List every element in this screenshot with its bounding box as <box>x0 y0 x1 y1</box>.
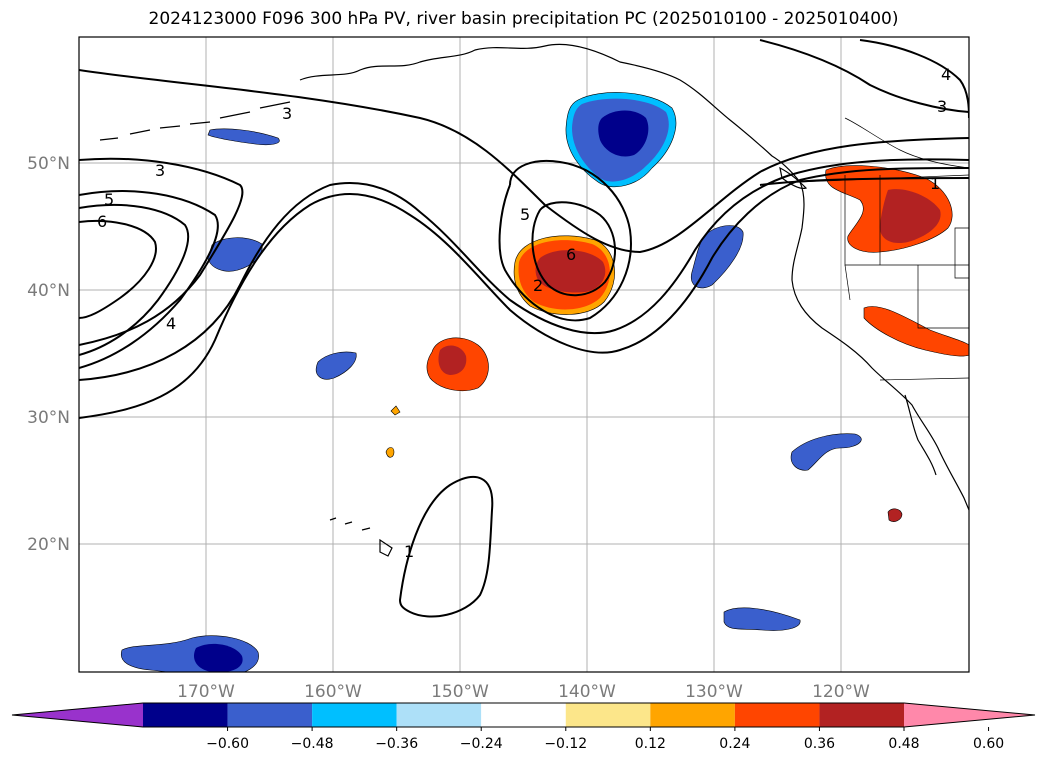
coastlines <box>99 43 969 557</box>
colorbar-tick-label: 0.48 <box>888 736 919 752</box>
contour-label: 5 <box>104 190 114 209</box>
longitude-labels: 170°W 160°W 150°W 140°W 130°W 120°W <box>177 682 870 702</box>
lat-label: 50°N <box>27 154 70 174</box>
lat-label: 40°N <box>27 281 70 301</box>
lon-label: 120°W <box>812 682 870 702</box>
precip-region-aleutian-east <box>207 128 280 146</box>
colorbar-bin <box>650 703 735 727</box>
precip-region-mexico <box>887 508 903 522</box>
contour-label: 4 <box>941 65 951 84</box>
west-coast-us <box>791 181 969 511</box>
vancouver-island <box>779 166 808 189</box>
precip-region-south-west-core <box>194 643 243 672</box>
pv-contours <box>79 39 969 618</box>
pv-contour-inner-5 <box>498 159 632 322</box>
colorbar-tick-label: 0.12 <box>635 736 666 752</box>
colorbar-extend-low <box>12 703 143 727</box>
colorbar-tick-label: −0.48 <box>291 736 334 752</box>
contour-label: 3 <box>282 104 292 123</box>
lon-label: 160°W <box>304 682 362 702</box>
map-plot-area <box>79 37 969 672</box>
map-title: 2024123000 F096 300 hPa PV, river basin … <box>148 9 899 29</box>
pv-contour-3 <box>79 69 969 254</box>
contour-label: 6 <box>566 245 576 264</box>
colorbar-bin <box>143 703 228 727</box>
colorbar-bin <box>734 703 820 727</box>
precip-region-170w <box>207 237 263 272</box>
pv-contour-outer-1 <box>79 167 969 419</box>
pv-contour-4 <box>79 190 219 369</box>
pv-contour-labels: 3 3 5 6 4 5 6 2 1 1 4 3 <box>97 65 951 561</box>
precip-region-small-2 <box>385 447 395 458</box>
colorbar-tick-label: 0.60 <box>973 736 1004 752</box>
precip-region-northeast-pacific-core <box>535 250 606 293</box>
precip-region-pacific-northwest-core <box>879 189 941 244</box>
lon-label: 140°W <box>558 682 616 702</box>
precip-region-central-pacific-core <box>438 345 467 375</box>
colorbar-tick-label: −0.12 <box>544 736 587 752</box>
pv-contour-6 <box>79 219 157 319</box>
contour-label: 3 <box>155 161 165 180</box>
lon-label: 150°W <box>431 682 489 702</box>
precip-region-165w <box>315 351 357 380</box>
colorbar-tick-label: 0.36 <box>804 736 835 752</box>
lon-label: 170°W <box>177 682 235 702</box>
precip-region-baja-offshore <box>790 433 862 471</box>
map-frame <box>78 36 970 673</box>
contour-label: 2 <box>533 276 543 295</box>
colorbar-bin <box>481 703 566 727</box>
aleutian-islands <box>99 101 291 141</box>
pv-contour-1-hawaii <box>398 476 494 618</box>
colorbar-outline <box>11 702 1036 728</box>
colorbar: −0.60 −0.48 −0.36 −0.24 −0.12 0.12 0.24 0.36 0.4… <box>11 702 1036 752</box>
hawaii-islands <box>329 517 393 557</box>
colorbar-extend-high <box>904 703 1035 727</box>
latitude-labels: 50°N 40°N 30°N 20°N <box>27 154 70 555</box>
lat-label: 30°N <box>27 408 70 428</box>
colorbar-tick-label: −0.24 <box>460 736 503 752</box>
precip-region-great-basin <box>863 306 969 357</box>
pv-contour-east-1 <box>759 177 969 186</box>
precip-region-south-east <box>723 607 801 631</box>
contour-label: 6 <box>97 212 107 231</box>
colorbar-tick-label: 0.24 <box>719 736 750 752</box>
contour-label: 1 <box>930 174 940 193</box>
contour-label: 3 <box>937 97 947 116</box>
colorbar-bin <box>396 703 482 727</box>
lon-label: 130°W <box>685 682 743 702</box>
colorbar-bin <box>565 703 651 727</box>
colorbar-bin <box>227 703 313 727</box>
precip-region-gulf-of-alaska-core <box>598 110 649 157</box>
colorbar-bin <box>312 703 397 727</box>
pv-contour-inner-6 <box>531 201 617 297</box>
lat-label: 20°N <box>27 535 70 555</box>
positive-precip-regions <box>385 165 969 522</box>
contour-label: 4 <box>166 314 176 333</box>
contour-label: 1 <box>404 542 414 561</box>
precip-region-small-1 <box>390 405 401 416</box>
pv-contour-3b <box>79 157 244 346</box>
alaska-coast <box>299 43 801 183</box>
colorbar-tick-label: −0.60 <box>206 736 249 752</box>
colorbar-bin <box>819 703 904 727</box>
baja-coast <box>904 394 937 476</box>
pv-contour-northeast-2 <box>759 39 969 113</box>
colorbar-tick-label: −0.36 <box>375 736 418 752</box>
pv-contour-5 <box>79 203 190 356</box>
contour-label: 5 <box>520 205 530 224</box>
